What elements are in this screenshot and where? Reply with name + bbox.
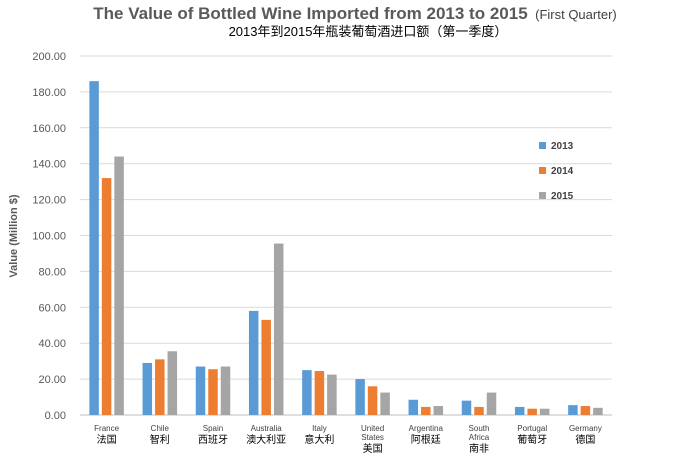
bar-2014	[314, 371, 325, 415]
y-tick-label: 120.00	[32, 195, 66, 207]
x-category-label-cn: 南非	[469, 442, 489, 455]
legend-swatch	[539, 192, 546, 199]
y-tick-label: 40.00	[38, 338, 66, 350]
bar-2013	[89, 81, 99, 415]
y-tick-label: 100.00	[32, 231, 66, 243]
y-tick-label: 0.00	[45, 410, 66, 422]
bar-2015	[167, 351, 178, 415]
y-axis-ticks: 0.00 20.00 40.00 60.00 80.00 100.00 120.00 140.…	[32, 51, 66, 422]
x-category-label: Chile	[151, 424, 170, 433]
bar-2013	[302, 370, 312, 415]
bar-2015	[273, 243, 284, 415]
y-tick-label: 180.00	[32, 87, 66, 99]
bar-2014	[367, 386, 378, 415]
legend-label: 2014	[551, 166, 574, 177]
legend-label: 2015	[551, 191, 574, 202]
bar-2015	[486, 392, 497, 415]
x-category-label: South	[469, 424, 490, 433]
y-tick-label: 60.00	[38, 302, 66, 314]
bar-2014	[474, 406, 484, 415]
bar-2014	[101, 178, 112, 415]
bars	[89, 81, 603, 415]
x-category-label-cn: 澳大利亚	[246, 433, 286, 446]
x-category-label: Argentina	[409, 424, 444, 433]
x-category-label: Spain	[203, 424, 223, 433]
x-category-label: Africa	[469, 433, 490, 442]
bar-2014	[208, 369, 218, 415]
x-category-label-cn: 德国	[575, 433, 595, 446]
bar-2015	[433, 406, 444, 415]
bar-2015	[539, 408, 550, 415]
x-category-label: France	[94, 424, 119, 433]
bar-2015	[114, 156, 124, 415]
chart-title: The Value of Bottled Wine Imported from …	[93, 4, 616, 23]
x-category-label-cn: 西班牙	[198, 434, 228, 446]
y-tick-label: 140.00	[32, 159, 66, 171]
x-category-label: United	[361, 424, 384, 433]
y-tick-label: 200.00	[32, 51, 66, 63]
legend-label: 2013	[551, 141, 574, 152]
x-category-label: States	[361, 433, 384, 442]
bar-2015	[380, 392, 390, 415]
x-category-label-cn: 智利	[150, 433, 170, 446]
bar-2013	[248, 310, 259, 415]
x-category-label: Germany	[569, 424, 602, 433]
x-category-label: Italy	[312, 424, 327, 433]
bar-2014	[527, 408, 537, 415]
y-tick-label: 160.00	[32, 123, 66, 135]
bar-2013	[355, 379, 365, 415]
x-category-label: Australia	[251, 424, 283, 433]
chart-subtitle: 2013年到2015年瓶装葡萄酒进口额（第一季度）	[229, 24, 508, 39]
bar-2013	[408, 399, 419, 415]
bar-2014	[155, 359, 165, 415]
bar-2015	[593, 407, 603, 415]
y-tick-label: 20.00	[38, 374, 66, 386]
bar-2013	[142, 362, 153, 415]
x-category-label-cn: 意大利	[304, 433, 334, 446]
bar-2013	[568, 405, 578, 415]
x-category-label-cn: 美国	[363, 442, 383, 455]
y-axis-label: Value (Million $)	[8, 194, 20, 277]
x-category-label-cn: 葡萄牙	[517, 433, 547, 446]
bar-2015	[327, 374, 337, 415]
x-category-label: Portugal	[517, 424, 547, 433]
y-tick-label: 80.00	[38, 266, 66, 278]
bar-2013	[195, 366, 206, 415]
bar-2014	[421, 406, 431, 415]
bar-2015	[220, 366, 231, 415]
bar-2013	[461, 400, 472, 415]
bar-2014	[261, 319, 271, 415]
legend-swatch	[539, 167, 546, 174]
legend-swatch	[539, 142, 546, 149]
bar-2013	[514, 406, 525, 415]
x-category-label-cn: 法国	[97, 433, 117, 446]
legend: 2013 2014 2015	[539, 141, 574, 202]
bar-2014	[580, 406, 591, 415]
x-category-label-cn: 阿根廷	[411, 433, 441, 446]
